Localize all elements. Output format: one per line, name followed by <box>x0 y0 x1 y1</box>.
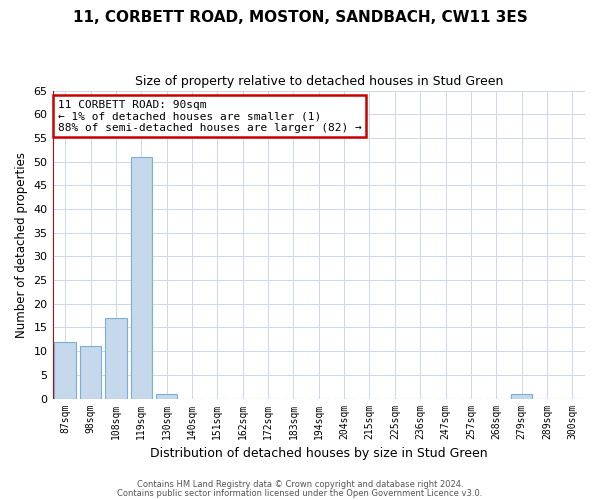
Text: Contains public sector information licensed under the Open Government Licence v3: Contains public sector information licen… <box>118 488 482 498</box>
Bar <box>156 394 178 398</box>
Bar <box>80 346 101 399</box>
Bar <box>131 157 152 398</box>
Y-axis label: Number of detached properties: Number of detached properties <box>15 152 28 338</box>
Bar <box>511 394 532 398</box>
Text: 11 CORBETT ROAD: 90sqm
← 1% of detached houses are smaller (1)
88% of semi-detac: 11 CORBETT ROAD: 90sqm ← 1% of detached … <box>58 100 362 133</box>
Title: Size of property relative to detached houses in Stud Green: Size of property relative to detached ho… <box>134 75 503 88</box>
Text: Contains HM Land Registry data © Crown copyright and database right 2024.: Contains HM Land Registry data © Crown c… <box>137 480 463 489</box>
Text: 11, CORBETT ROAD, MOSTON, SANDBACH, CW11 3ES: 11, CORBETT ROAD, MOSTON, SANDBACH, CW11… <box>73 10 527 25</box>
Bar <box>105 318 127 398</box>
Bar <box>55 342 76 398</box>
X-axis label: Distribution of detached houses by size in Stud Green: Distribution of detached houses by size … <box>150 447 488 460</box>
